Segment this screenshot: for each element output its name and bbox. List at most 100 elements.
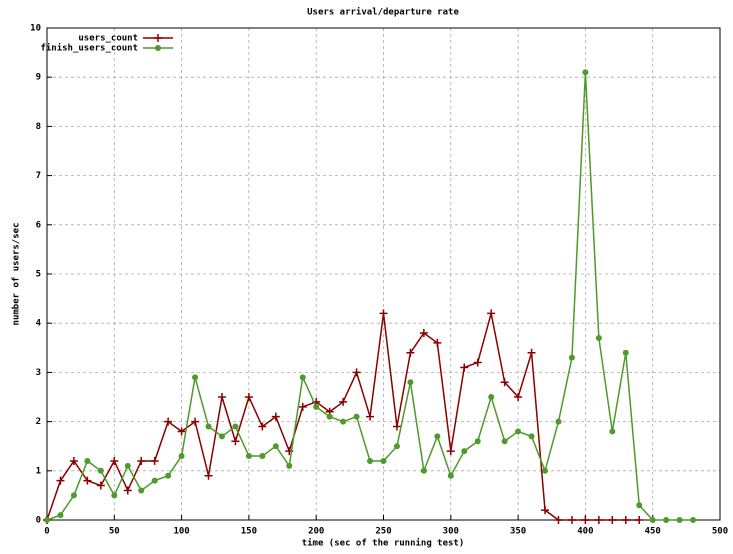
point [258, 422, 267, 431]
y-tick-label: 4 [36, 319, 42, 329]
point [96, 481, 105, 490]
point [218, 433, 225, 440]
point [217, 393, 226, 401]
point [150, 456, 159, 465]
point [487, 309, 496, 318]
chart-title: Users arrival/departure rate [307, 7, 459, 18]
point [663, 517, 670, 523]
point [326, 413, 333, 420]
x-tick-label: 100 [173, 527, 189, 537]
point [84, 457, 91, 464]
point [500, 378, 509, 387]
point [392, 422, 401, 431]
point [379, 309, 388, 318]
point [635, 516, 644, 524]
point [353, 413, 360, 420]
y-tick-label: 5 [36, 270, 41, 280]
x-axis-label: time (sec of the running test) [302, 538, 465, 549]
point [447, 472, 454, 479]
y-tick-label: 2 [36, 417, 41, 427]
point [622, 349, 629, 356]
point [286, 462, 293, 469]
point [44, 517, 50, 523]
point [393, 443, 400, 450]
point [164, 417, 173, 426]
y-tick-label: 0 [36, 516, 41, 526]
y-tick-label: 1 [36, 466, 41, 476]
point [313, 403, 320, 410]
x-tick-label: 450 [645, 527, 661, 537]
point [244, 393, 253, 401]
point [488, 394, 495, 400]
y-tick-label: 9 [36, 73, 41, 83]
y-axis-label: number of users/sec [12, 223, 22, 326]
point [407, 379, 414, 386]
point [138, 487, 145, 494]
x-tick-label: 200 [308, 527, 324, 537]
point [515, 428, 522, 435]
y-tick-label: 6 [36, 220, 41, 230]
point [649, 517, 656, 523]
point [609, 428, 616, 435]
point [567, 516, 576, 524]
point [433, 338, 442, 347]
point [501, 438, 508, 445]
x-tick-label: 400 [577, 527, 593, 537]
point [69, 456, 78, 465]
x-tick-label: 150 [241, 527, 257, 537]
point [542, 467, 549, 474]
point [380, 457, 387, 464]
point [56, 476, 65, 485]
point [110, 456, 119, 465]
point [621, 516, 630, 524]
point [595, 334, 602, 341]
point [231, 437, 240, 446]
point [367, 457, 374, 464]
point [111, 492, 118, 499]
point [340, 418, 347, 425]
point [528, 433, 535, 440]
point [272, 443, 279, 450]
x-tick-label: 50 [109, 527, 120, 537]
point [527, 348, 536, 357]
point [259, 453, 266, 460]
y-tick-label: 10 [30, 24, 41, 34]
point [97, 467, 104, 474]
point [232, 423, 239, 430]
legend-marker [154, 34, 162, 42]
series-line [46, 72, 694, 521]
point [245, 453, 252, 460]
point [151, 477, 158, 484]
y-tick-label: 3 [36, 368, 41, 378]
point [419, 329, 428, 338]
plot-frame [46, 27, 721, 521]
series-line [46, 313, 640, 521]
point [460, 363, 469, 372]
point [137, 456, 146, 465]
point [446, 447, 455, 456]
point [178, 453, 185, 460]
point [298, 402, 307, 411]
point [339, 397, 348, 406]
point [473, 358, 482, 367]
point [57, 512, 64, 519]
point [582, 69, 589, 76]
point [690, 517, 697, 523]
legend-label: users_count [78, 34, 138, 44]
point [165, 472, 172, 479]
point [299, 374, 306, 381]
point [594, 516, 603, 524]
point [83, 476, 92, 485]
point [70, 492, 77, 499]
point [474, 438, 481, 445]
point [608, 516, 617, 524]
point [124, 462, 131, 469]
point [461, 448, 468, 455]
point [352, 368, 361, 377]
legend-marker [155, 45, 161, 51]
point [554, 516, 563, 524]
point [555, 418, 562, 425]
point [514, 393, 523, 401]
x-tick-label: 350 [510, 527, 526, 537]
